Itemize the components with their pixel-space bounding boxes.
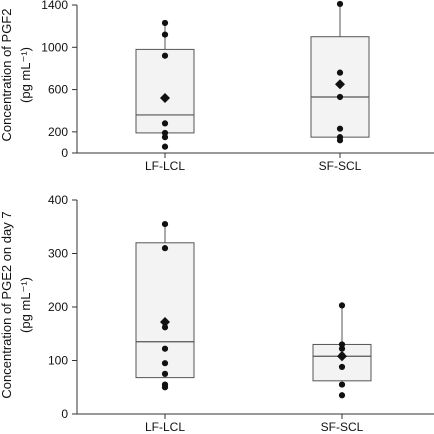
y-tick-label: 0 (61, 146, 68, 160)
y-tick-label: 300 (48, 247, 68, 261)
x-axis-ticks: LF-LCL SF-SCL (145, 414, 364, 434)
x-tick-label: LF-LCL (145, 159, 185, 173)
y-axis-unit-label: (pg mL⁻¹) (18, 277, 33, 333)
data-point (161, 220, 169, 228)
y-tick-label: 200 (48, 125, 68, 139)
data-point (336, 125, 344, 132)
data-point (161, 360, 169, 367)
data-point (338, 363, 346, 371)
x-axis-ticks: LF-LCL SF-SCL (145, 153, 362, 173)
data-point (338, 345, 346, 352)
mean-marker (337, 351, 347, 362)
box-group-lf-lcl (135, 19, 195, 150)
data-point (161, 143, 169, 150)
data-point (338, 341, 346, 348)
y-tick-label: 0 (61, 407, 68, 421)
data-point (338, 381, 346, 388)
y-axis-label: Concentration of PGF2 (0, 9, 14, 142)
mean-marker (335, 79, 345, 90)
boxes (135, 0, 370, 150)
data-point (161, 31, 169, 38)
y-axis-label: Concentration of PGE2 on day 7 (0, 211, 14, 398)
pgf2-box-plot: Concentration of PGF2 (pg mL⁻¹) 0 200 600 1… (0, 0, 434, 173)
mean-marker (160, 93, 170, 104)
y-tick-label: 200 (48, 300, 68, 314)
y-axis-unit-label: (pg mL⁻¹) (18, 47, 33, 103)
data-point (161, 324, 169, 331)
y-tick-label: 600 (48, 83, 68, 97)
data-point (161, 19, 169, 27)
boxes (135, 220, 372, 399)
data-point (336, 93, 344, 101)
data-point (161, 134, 169, 141)
data-point (161, 245, 169, 252)
data-point (161, 370, 169, 377)
box-group-sf-scl (312, 302, 372, 399)
mean-marker (160, 316, 170, 327)
y-tick-label: 100 (48, 354, 68, 368)
data-point (336, 69, 344, 76)
box-group-lf-lcl (135, 220, 195, 391)
x-tick-label: LF-LCL (145, 420, 185, 434)
y-tick-label: 400 (48, 193, 68, 207)
y-axis-ticks: 0 200 600 1000 1400 (41, 0, 77, 160)
data-point (338, 302, 346, 309)
iqr-box (135, 48, 195, 134)
pge2-box-plot: Concentration of PGE2 on day 7 (pg mL⁻¹)… (0, 193, 434, 434)
y-axis-ticks: 0 100 200 300 400 (48, 193, 77, 421)
data-point (161, 52, 169, 59)
data-point (338, 392, 346, 399)
box-group-sf-scl (310, 0, 370, 144)
data-point (336, 0, 344, 8)
y-tick-label: 1400 (41, 0, 68, 12)
x-tick-label: SF-SCL (319, 159, 362, 173)
data-point (336, 137, 344, 144)
data-point (161, 120, 169, 127)
data-point (161, 345, 169, 352)
iqr-box (135, 242, 195, 379)
x-tick-label: SF-SCL (321, 420, 364, 434)
data-point (161, 384, 169, 391)
y-tick-label: 1000 (41, 40, 68, 54)
